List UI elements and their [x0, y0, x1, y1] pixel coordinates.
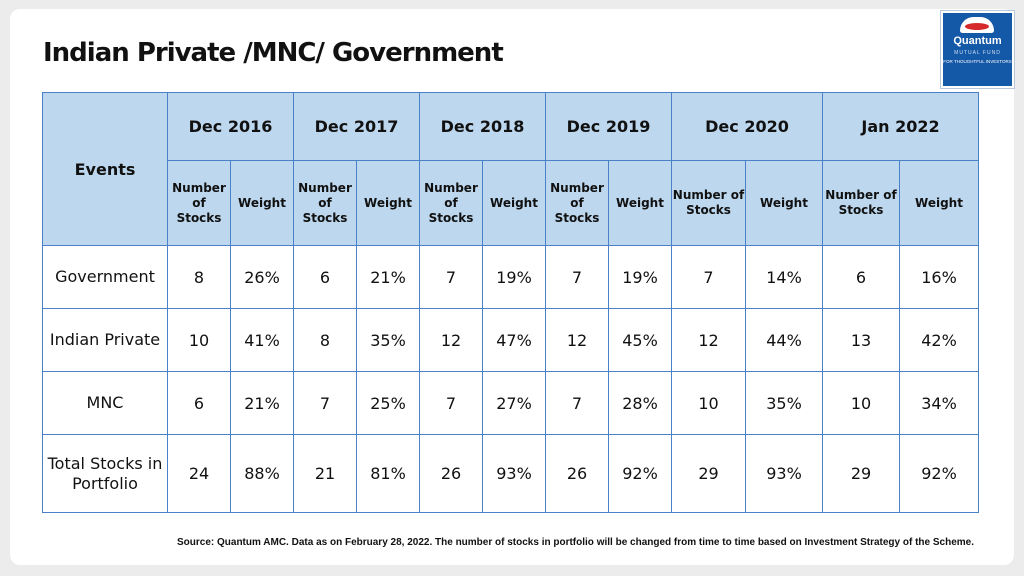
table-row: Government 8 26% 6 21% 7 19% 7 19% 7 14% 6 16% [42, 245, 979, 309]
logo-name: Quantum [953, 35, 1002, 47]
stock-count-cell: 12 [545, 308, 609, 372]
period-header: Dec 2020 [671, 92, 823, 161]
stock-count-cell: 26 [419, 434, 483, 513]
stock-count-cell: 21 [293, 434, 357, 513]
period-header: Dec 2016 [167, 92, 294, 161]
weight-subheader: Weight [899, 160, 979, 246]
weight-cell: 45% [608, 308, 672, 372]
logo-tagline: FOR THOUGHTFUL INVESTORS [943, 59, 1012, 64]
weight-cell: 47% [482, 308, 546, 372]
stock-count-cell: 8 [167, 245, 231, 309]
weight-cell: 81% [356, 434, 420, 513]
weight-cell: 21% [230, 371, 294, 435]
count-subheader: Number of Stocks [167, 160, 231, 246]
count-subheader: Number of Stocks [822, 160, 900, 246]
events-header: Events [42, 92, 168, 246]
stock-count-cell: 29 [671, 434, 746, 513]
weight-cell: 42% [899, 308, 979, 372]
count-subheader: Number of Stocks [671, 160, 746, 246]
weight-cell: 21% [356, 245, 420, 309]
weight-subheader: Weight [482, 160, 546, 246]
logo-emblem-icon [960, 17, 994, 33]
row-label: MNC [42, 371, 168, 435]
weight-cell: 35% [745, 371, 823, 435]
count-subheader: Number of Stocks [419, 160, 483, 246]
stock-count-cell: 7 [419, 371, 483, 435]
quantum-logo: Quantum MUTUAL FUND FOR THOUGHTFUL INVES… [941, 11, 1014, 88]
weight-subheader: Weight [230, 160, 294, 246]
weight-cell: 27% [482, 371, 546, 435]
period-header: Dec 2017 [293, 92, 420, 161]
weight-cell: 88% [230, 434, 294, 513]
source-note: Source: Quantum AMC. Data as on February… [176, 537, 974, 548]
count-subheader: Number of Stocks [293, 160, 357, 246]
stock-count-cell: 7 [671, 245, 746, 309]
weight-subheader: Weight [745, 160, 823, 246]
stock-count-cell: 10 [671, 371, 746, 435]
stock-count-cell: 8 [293, 308, 357, 372]
table-row: Total Stocks in Portfolio 24 88% 21 81% 26 93%… [42, 434, 979, 513]
stock-count-cell: 13 [822, 308, 900, 372]
stock-count-cell: 7 [293, 371, 357, 435]
stock-count-cell: 12 [671, 308, 746, 372]
weight-cell: 19% [482, 245, 546, 309]
stock-count-cell: 7 [545, 245, 609, 309]
stock-count-cell: 6 [293, 245, 357, 309]
stock-count-cell: 6 [167, 371, 231, 435]
page-title: Indian Private /MNC/ Government [43, 38, 504, 68]
stock-count-cell: 24 [167, 434, 231, 513]
row-label: Total Stocks in Portfolio [42, 434, 168, 513]
count-subheader: Number of Stocks [545, 160, 609, 246]
stock-count-cell: 26 [545, 434, 609, 513]
stock-count-cell: 7 [545, 371, 609, 435]
weight-cell: 44% [745, 308, 823, 372]
table-row: MNC 6 21% 7 25% 7 27% 7 28% 10 35% 10 34% [42, 371, 979, 435]
weight-cell: 14% [745, 245, 823, 309]
weight-cell: 28% [608, 371, 672, 435]
table-row: Indian Private 10 41% 8 35% 12 47% 12 45% 12 44% 13… [42, 308, 979, 372]
weight-cell: 19% [608, 245, 672, 309]
stock-count-cell: 10 [167, 308, 231, 372]
period-header: Dec 2019 [545, 92, 672, 161]
row-label: Government [42, 245, 168, 309]
weight-subheader: Weight [608, 160, 672, 246]
weight-cell: 41% [230, 308, 294, 372]
weight-cell: 92% [899, 434, 979, 513]
weight-cell: 93% [482, 434, 546, 513]
stock-count-cell: 12 [419, 308, 483, 372]
holdings-table: Events Dec 2016 Dec 2017 Dec 2018 Dec 20… [42, 92, 979, 513]
weight-cell: 34% [899, 371, 979, 435]
weight-cell: 25% [356, 371, 420, 435]
stock-count-cell: 7 [419, 245, 483, 309]
weight-cell: 92% [608, 434, 672, 513]
period-header: Dec 2018 [419, 92, 546, 161]
stock-count-cell: 29 [822, 434, 900, 513]
period-header: Jan 2022 [822, 92, 979, 161]
row-label: Indian Private [42, 308, 168, 372]
weight-cell: 93% [745, 434, 823, 513]
weight-subheader: Weight [356, 160, 420, 246]
logo-subtitle: MUTUAL FUND [954, 50, 1001, 56]
stock-count-cell: 10 [822, 371, 900, 435]
weight-cell: 26% [230, 245, 294, 309]
weight-cell: 35% [356, 308, 420, 372]
stock-count-cell: 6 [822, 245, 900, 309]
weight-cell: 16% [899, 245, 979, 309]
